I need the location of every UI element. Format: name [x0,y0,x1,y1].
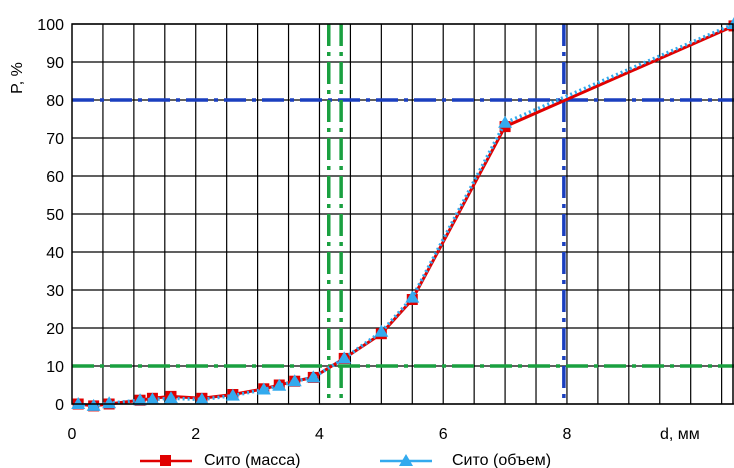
x-tick-label: 0 [68,426,77,443]
data-point [498,115,513,128]
legend-label-volume: Сито (объем) [452,452,551,468]
data-point [337,351,352,364]
legend-marker-mass [160,455,171,466]
legend-label-mass: Сито (масса) [204,452,300,468]
legend-marker-volume [399,454,413,466]
x-tick-label: 4 [315,426,324,443]
y-tick-label: 50 [46,207,64,224]
plot-frame [71,23,734,405]
y-tick-label: 70 [46,131,64,148]
data-point [287,374,302,387]
y-tick-labels: 0 10 20 30 40 50 60 70 80 90 100 [37,17,64,414]
y-tick-label: 40 [46,245,64,262]
data-point [405,290,420,303]
data-point [225,388,240,401]
legend-item-volume: Сито (объем) [380,452,551,468]
y-tick-label: 10 [46,359,64,376]
y-tick-label: 60 [46,169,64,186]
series-volume [71,17,734,411]
y-tick-label: 20 [46,321,64,338]
y-axis-title: P, % [9,62,26,94]
data-point [145,392,160,405]
x-tick-label: 6 [439,426,448,443]
data-point [374,324,389,337]
series-group [71,17,734,412]
data-point [194,392,209,405]
y-tick-label: 90 [46,55,64,72]
y-tick-label: 30 [46,283,64,300]
data-point [163,391,178,404]
data-point [256,382,271,395]
legend-item-mass: Сито (масса) [140,452,300,468]
data-point [86,398,101,411]
x-axis-title: d, мм [660,426,700,443]
legend: Сито (масса) Сито (объем) [140,452,551,468]
reference-lines [72,24,734,404]
x-tick-labels: 0 2 4 6 8 [68,426,572,443]
y-tick-label: 0 [55,397,64,414]
series-line [77,22,734,408]
y-tick-label: 100 [37,17,64,34]
data-point [71,397,86,409]
y-tick-label: 80 [46,93,64,110]
data-point [102,396,117,409]
x-tick-label: 8 [563,426,572,443]
data-point [133,393,148,406]
data-point [306,370,321,383]
x-tick-label: 2 [191,426,200,443]
data-point [272,378,287,391]
